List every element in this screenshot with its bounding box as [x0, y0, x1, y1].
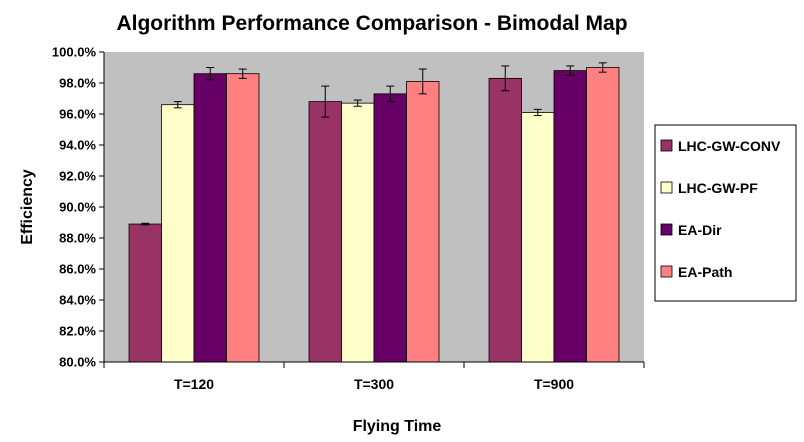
legend-swatch — [660, 139, 673, 152]
legend-label: LHC-GW-CONV — [678, 138, 781, 154]
bar — [308, 101, 342, 363]
legend-label: LHC-GW-PF — [678, 180, 758, 196]
bar — [488, 77, 522, 363]
y-tick-label: 96.0% — [59, 107, 96, 122]
legend: LHC-GW-CONV LHC-GW-PF EA-Dir EA-Path — [654, 124, 797, 302]
bar — [373, 93, 407, 363]
y-tick-label: 88.0% — [59, 231, 96, 246]
bar — [586, 67, 620, 363]
y-tick-label: 94.0% — [59, 138, 96, 153]
y-tick-label: 98.0% — [59, 76, 96, 91]
legend-label: EA-Path — [678, 264, 732, 280]
y-axis: 80.0% 82.0% 84.0% 86.0% 88.0% 90.0% 92.0% 94.0%… — [52, 45, 105, 370]
y-tick-label: 84.0% — [59, 293, 96, 308]
y-tick-label: 92.0% — [59, 169, 96, 184]
x-tick-label: T=900 — [534, 376, 574, 392]
bar — [193, 73, 227, 363]
bar — [521, 112, 555, 363]
y-axis-label: Efficiency — [19, 169, 36, 245]
bar — [341, 102, 375, 363]
bar — [161, 104, 195, 363]
x-tick-label: T=120 — [174, 376, 214, 392]
x-tick-label: T=300 — [354, 376, 394, 392]
y-tick-label: 80.0% — [59, 355, 96, 370]
y-tick-label: 86.0% — [59, 262, 96, 277]
bar — [553, 70, 587, 363]
x-axis-label: Flying Time — [353, 418, 442, 435]
bar — [128, 223, 162, 363]
legend-swatch — [660, 265, 673, 278]
legend-swatch — [660, 223, 673, 236]
y-tick-label: 90.0% — [59, 200, 96, 215]
legend-swatch — [660, 181, 673, 194]
bars — [128, 62, 620, 363]
y-tick-label: 100.0% — [52, 45, 97, 60]
bar — [226, 73, 260, 363]
legend-box — [654, 124, 797, 302]
bar — [406, 81, 440, 363]
legend-label: EA-Dir — [678, 222, 722, 238]
chart-title: Algorithm Performance Comparison - Bimod… — [116, 12, 627, 35]
y-tick-label: 82.0% — [59, 324, 96, 339]
x-axis: T=120 T=300 T=900 — [103, 361, 645, 392]
